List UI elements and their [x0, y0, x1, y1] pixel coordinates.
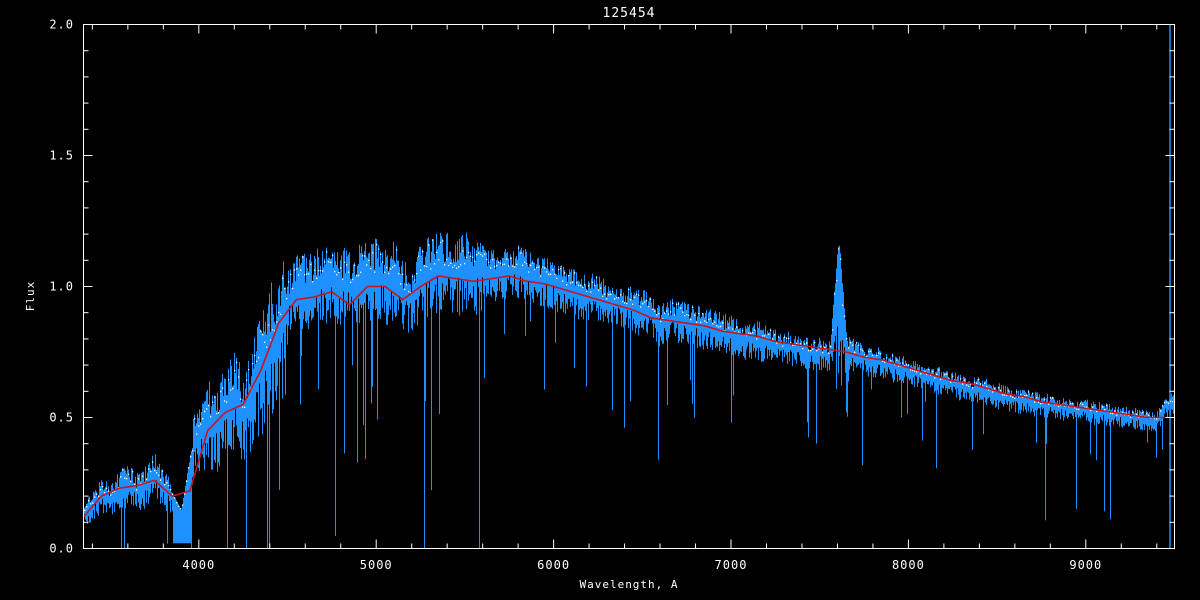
x-axis-label: Wavelength, A — [579, 578, 678, 591]
x-tick-labels: 4000 5000 6000 7000 8000 9000 — [182, 558, 1102, 572]
axes-layer: 4000 5000 6000 7000 8000 9000 0.0 0.5 1.0 1.5 2.0 — [49, 18, 1175, 572]
x-tick-label: 7000 — [715, 558, 748, 572]
x-tick-label: 9000 — [1069, 558, 1102, 572]
y-tick-label: 1.5 — [49, 149, 74, 163]
model-fit-trace — [83, 275, 1166, 518]
x-tick-label: 6000 — [537, 558, 570, 572]
observed-dropline — [84, 232, 1175, 549]
x-tick-label: 5000 — [360, 558, 393, 572]
y-tick-label: 0.0 — [49, 542, 74, 556]
x-tick-label: 4000 — [182, 558, 215, 572]
y-axis-label: Flux — [24, 281, 37, 312]
y-tick-label: 0.5 — [49, 411, 74, 425]
y-tick-label: 2.0 — [49, 18, 74, 32]
y-tick-labels: 0.0 0.5 1.0 1.5 2.0 — [49, 18, 74, 556]
x-tick-label: 8000 — [892, 558, 925, 572]
page-title: 125454 — [603, 6, 656, 21]
y-tick-label: 1.0 — [49, 280, 74, 294]
axis-ticks — [83, 24, 1175, 549]
